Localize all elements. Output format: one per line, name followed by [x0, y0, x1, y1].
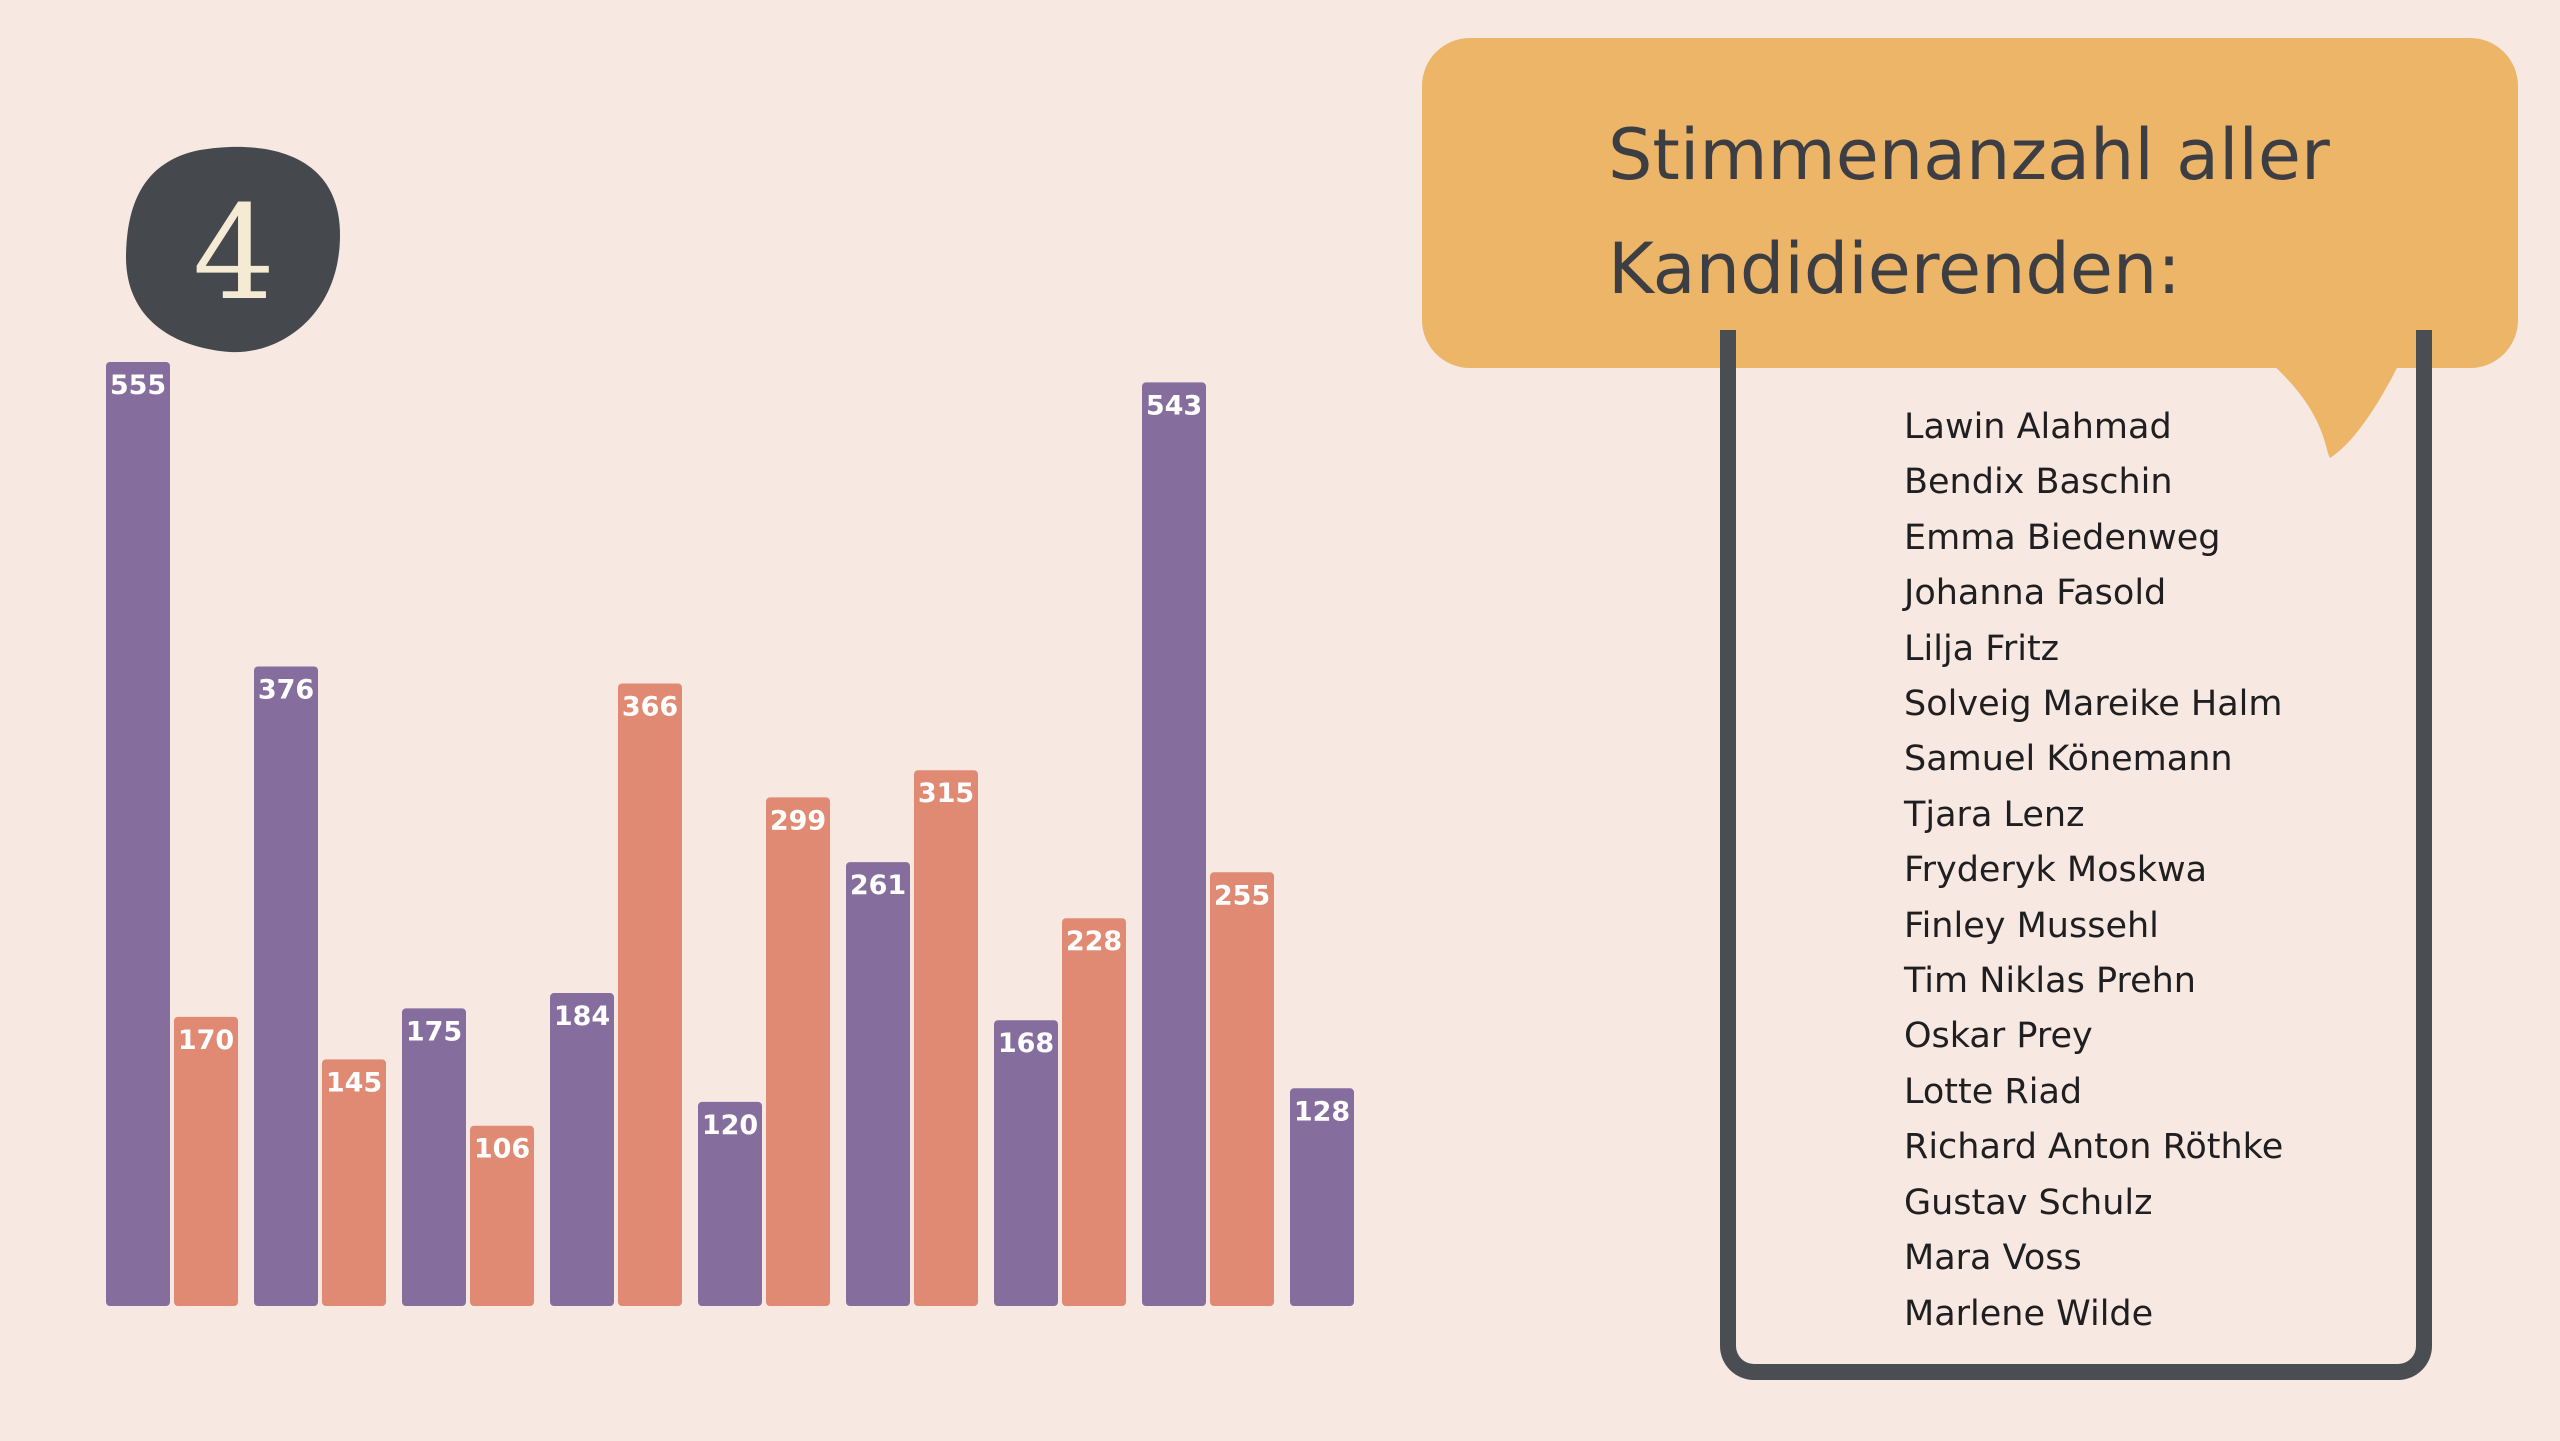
candidate-name: Mara Voss: [1904, 1238, 2082, 1279]
bar-1: [106, 362, 170, 1306]
candidate-name: Tjara Lenz: [1904, 794, 2085, 835]
candidate-name: Marlene Wilde: [1904, 1293, 2154, 1334]
candidate-name: Richard Anton Röthke: [1904, 1127, 2284, 1168]
title-line-2: Kandidierenden:: [1608, 228, 2181, 310]
bar-3: [254, 666, 318, 1306]
title-line-1: Stimmenanzahl aller: [1608, 114, 2330, 196]
bar-7: [550, 993, 614, 1306]
candidate-name: Solveig Mareike Halm: [1904, 684, 2283, 725]
candidate-name: Fryderyk Moskwa: [1904, 850, 2208, 891]
bar-9: [698, 1101, 762, 1306]
slide-title: Stimmenanzahl aller Kandidierenden:: [1608, 98, 2508, 326]
bar-value-label-1: 555: [110, 370, 166, 401]
bar-4: [322, 1059, 386, 1306]
bar-15: [1142, 382, 1206, 1307]
candidate-name: Finley Mussehl: [1904, 905, 2159, 946]
candidate-name: Oskar Prey: [1904, 1016, 2093, 1057]
bar-value-label-4: 145: [326, 1067, 382, 1098]
bar-value-label-9: 120: [702, 1110, 758, 1141]
slide-number: 4: [193, 177, 276, 329]
candidate-list: Lawin Alahmad Bendix Baschin Emma Bieden…: [1904, 400, 2283, 1342]
bar-16: [1210, 872, 1274, 1306]
bar-value-label-6: 106: [474, 1134, 530, 1165]
bar-2: [174, 1016, 238, 1306]
bar-value-label-17: 128: [1294, 1096, 1350, 1127]
bar-5: [402, 1008, 466, 1306]
bar-10: [766, 797, 830, 1306]
bar-value-label-11: 261: [850, 870, 906, 901]
bar-value-label-13: 168: [998, 1028, 1054, 1059]
bar-13: [994, 1020, 1058, 1306]
slide-number-badge: 4: [125, 146, 340, 353]
bar-value-label-16: 255: [1214, 880, 1270, 911]
bar-value-label-14: 228: [1066, 926, 1122, 957]
bar-6: [470, 1125, 534, 1306]
bar-value-label-12: 315: [918, 778, 974, 809]
title-speech-bubble: [1422, 38, 2518, 368]
bar-value-label-2: 170: [178, 1025, 234, 1056]
bars-layer: 555 170 376 145 175 106 184 366 120 299 261 315 168 2…: [106, 362, 1354, 1307]
candidate-name: Lilja Fritz: [1904, 628, 2060, 669]
speech-bubble-tail: [2270, 362, 2400, 458]
candidate-list-frame: [1720, 330, 2432, 1380]
bar-8: [618, 683, 682, 1306]
candidate-name: Lawin Alahmad: [1904, 407, 2172, 447]
bar-value-label-10: 299: [770, 805, 826, 836]
bar-value-label-7: 184: [554, 1001, 610, 1032]
candidate-name: Samuel Könemann: [1904, 739, 2233, 780]
candidate-name: Emma Biedenweg: [1904, 517, 2221, 558]
candidate-name: Lotte Riad: [1904, 1071, 2083, 1112]
candidate-name: Tim Niklas Prehn: [1904, 961, 2196, 1002]
bar-12: [914, 770, 978, 1306]
bar-value-label-8: 366: [622, 691, 678, 722]
candidate-name: Bendix Baschin: [1904, 462, 2173, 503]
bar-value-label-15: 543: [1146, 390, 1202, 421]
bar-value-label-3: 376: [258, 674, 314, 705]
bar-17: [1290, 1088, 1354, 1306]
bar-11: [846, 862, 910, 1306]
candidate-name: Gustav Schulz: [1904, 1182, 2153, 1223]
candidate-name: Johanna Fasold: [1904, 573, 2167, 614]
bar-14: [1062, 918, 1126, 1306]
bar-value-label-5: 175: [406, 1016, 462, 1047]
